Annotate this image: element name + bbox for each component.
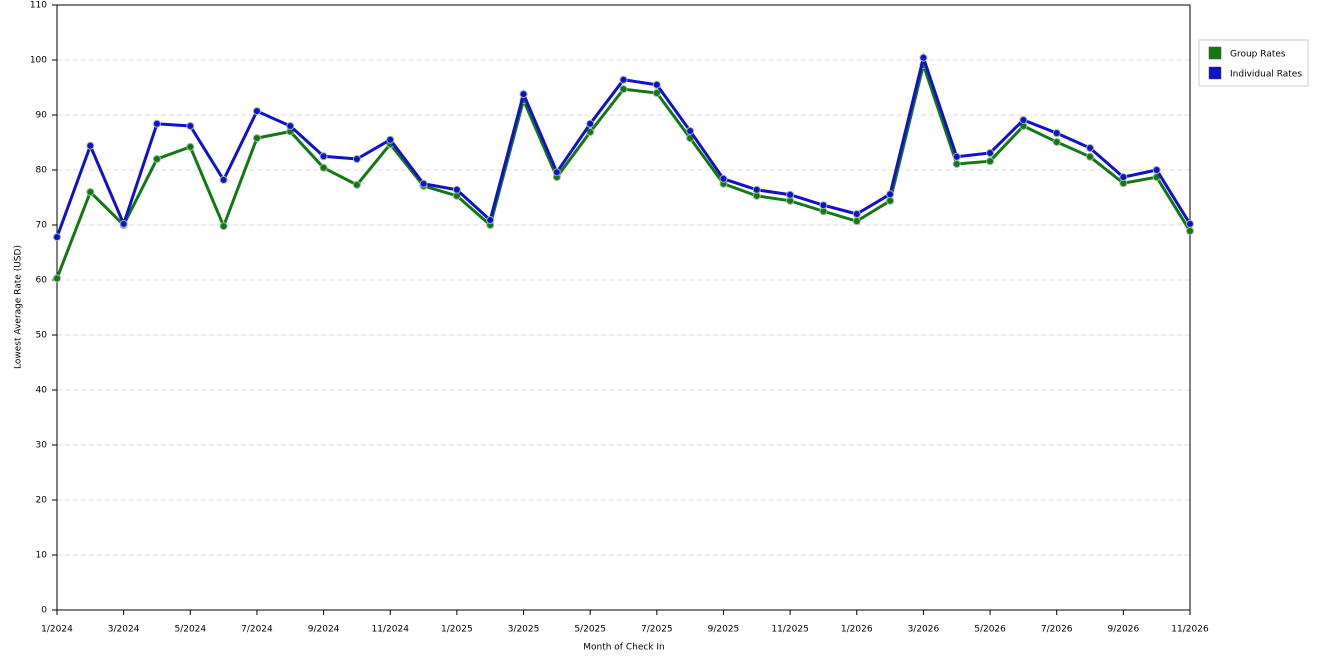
data-point (586, 119, 595, 128)
data-point (1119, 173, 1128, 182)
data-point (519, 90, 528, 99)
x-tick-label: 7/2025 (641, 625, 673, 635)
x-tick-label: 9/2024 (308, 625, 340, 635)
y-tick-label: 10 (36, 551, 48, 561)
y-tick-label: 90 (36, 111, 48, 121)
data-point (252, 134, 261, 143)
data-point (886, 190, 895, 199)
data-point (152, 155, 161, 163)
data-point (352, 180, 361, 189)
data-point (852, 217, 861, 226)
x-tick-label: 11/2025 (771, 625, 808, 635)
data-point (119, 219, 128, 228)
y-tick-label: 30 (36, 441, 48, 451)
data-point (319, 152, 328, 161)
data-point (586, 128, 595, 137)
data-point (152, 119, 161, 128)
data-point (986, 148, 995, 157)
data-point (652, 89, 661, 97)
data-point (352, 155, 361, 163)
x-tick-label: 3/2024 (108, 625, 140, 635)
data-point (686, 126, 695, 135)
x-tick-label: 1/2024 (41, 625, 73, 635)
data-point (219, 222, 228, 231)
data-point (1086, 152, 1095, 161)
data-point (386, 135, 395, 144)
data-point (319, 163, 328, 172)
data-point (1186, 219, 1194, 228)
y-tick-label: 0 (41, 606, 47, 616)
y-axis-label: Lowest Average Rate (USD) (14, 245, 24, 369)
data-point (719, 174, 728, 183)
data-point (552, 168, 561, 177)
y-tick-label: 20 (36, 496, 48, 506)
data-point (452, 185, 461, 194)
x-tick-label: 1/2026 (841, 625, 873, 635)
y-tick-label: 40 (36, 386, 48, 396)
y-tick-label: 110 (30, 1, 47, 11)
data-point (619, 85, 628, 94)
x-tick-label: 9/2025 (708, 625, 740, 635)
data-point (952, 159, 961, 168)
data-point (53, 233, 61, 242)
x-tick-label: 7/2026 (1041, 625, 1073, 635)
y-tick-label: 100 (30, 56, 47, 66)
data-point (486, 216, 495, 225)
data-point (852, 210, 861, 218)
x-tick-label: 9/2026 (1108, 625, 1140, 635)
plot-border (56, 4, 1191, 611)
x-tick-label: 7/2024 (241, 625, 273, 635)
data-point (86, 188, 95, 196)
data-point (752, 185, 761, 194)
data-point (819, 201, 828, 210)
x-tick-label: 1/2025 (441, 625, 473, 635)
data-point (1052, 137, 1061, 146)
data-point (652, 80, 661, 89)
data-point (286, 122, 295, 130)
data-point (419, 179, 428, 188)
data-point (1152, 166, 1161, 174)
data-point (886, 196, 895, 205)
legend-label: Group Rates (1230, 50, 1286, 60)
x-tick-label: 3/2026 (908, 625, 940, 635)
data-point (1186, 227, 1194, 236)
data-point (986, 157, 995, 166)
x-tick-label: 3/2025 (508, 625, 540, 635)
data-point (252, 107, 261, 116)
x-tick-label: 5/2025 (574, 625, 606, 635)
y-tick-label: 70 (36, 221, 48, 231)
data-point (919, 53, 928, 62)
data-point (186, 142, 195, 151)
data-point (86, 141, 95, 150)
y-tick-label: 80 (36, 166, 48, 176)
legend-label: Individual Rates (1230, 70, 1302, 80)
y-tick-label: 50 (36, 331, 48, 341)
data-point (1019, 115, 1028, 124)
x-tick-label: 5/2026 (974, 625, 1006, 635)
x-tick-label: 5/2024 (174, 625, 206, 635)
x-tick-label: 11/2024 (372, 625, 410, 635)
data-point (53, 274, 61, 283)
data-point (219, 175, 228, 184)
legend-swatch (1208, 66, 1222, 80)
data-point (1086, 144, 1095, 152)
data-point (619, 75, 628, 84)
data-point (186, 122, 195, 130)
x-axis-label: Month of Check In (583, 643, 665, 653)
data-point (1052, 129, 1061, 138)
y-tick-label: 60 (36, 276, 48, 286)
x-tick-label: 11/2026 (1171, 625, 1209, 635)
data-point (952, 152, 961, 161)
data-point (786, 190, 795, 199)
legend-swatch (1208, 46, 1222, 60)
